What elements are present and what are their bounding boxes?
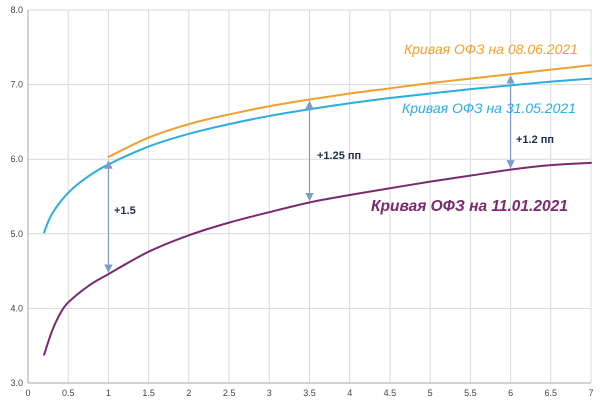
x-tick-label: 5 [428,388,433,398]
annotation-plus-1-5: +1.5 [114,205,136,217]
x-tick-label: 1.5 [142,388,155,398]
x-tick-label: 7 [588,388,593,398]
series-label-08-06-2021: Кривая ОФЗ на 08.06.2021 [404,41,578,57]
y-tick-labels: 3.0 4.0 5.0 6.0 7.0 8.0 [10,5,23,388]
y-tick-label: 8.0 [10,5,23,15]
x-tick-label: 4.5 [384,388,397,398]
x-tick-label: 2.5 [223,388,236,398]
x-tick-labels: 0 0.5 1 1.5 2 2.5 3 3.5 4 4.5 5 5.5 6 6.5 7 [25,388,593,398]
series-label-31-05-2021: Кривая ОФЗ на 31.05.2021 [402,100,576,116]
y-tick-label: 6.0 [10,154,23,164]
series-label-11-01-2021: Кривая ОФЗ на 11.01.2021 [371,198,568,215]
axes [27,10,591,384]
series-line-1 [43,77,592,234]
y-tick-label: 7.0 [10,80,23,90]
x-tick-label: 2 [186,388,191,398]
series-line-2 [43,161,592,356]
y-tick-label: 4.0 [10,303,23,313]
difference-arrows [104,75,515,273]
x-tick-label: 3.5 [303,388,316,398]
y-tick-label: 5.0 [10,229,23,239]
x-tick-label: 6.5 [545,388,558,398]
y-tick-label: 3.0 [10,378,23,388]
annotation-plus-1-25: +1.25 пп [317,150,361,162]
x-tick-label: 1 [106,388,111,398]
x-tick-label: 6 [508,388,513,398]
x-tick-label: 0.5 [62,388,75,398]
x-tick-label: 3 [267,388,272,398]
x-tick-label: 0 [25,388,30,398]
annotation-plus-1-2: +1.2 пп [516,134,554,146]
series-lines [43,64,592,356]
x-tick-label: 4 [347,388,352,398]
x-tick-label: 5.5 [464,388,477,398]
series-line-0 [107,64,592,158]
